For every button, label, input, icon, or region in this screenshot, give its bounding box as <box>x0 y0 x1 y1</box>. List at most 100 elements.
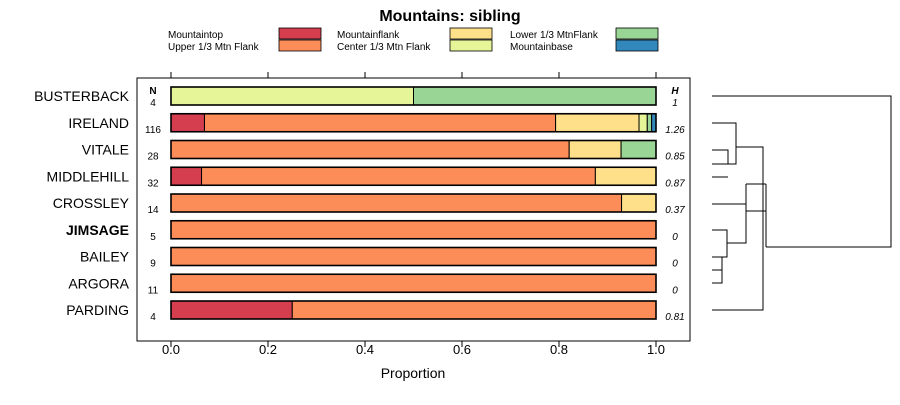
legend-swatch <box>449 39 493 52</box>
bar-segment <box>170 220 657 240</box>
bar-outline <box>170 193 657 213</box>
row-label: ARGORA <box>68 275 129 291</box>
bar-segment <box>201 166 596 186</box>
row-h-value: 0.85 <box>665 152 685 163</box>
dendrogram-branch <box>745 184 767 212</box>
dendrogram-branch <box>712 203 747 211</box>
dendrogram-branch <box>712 256 723 271</box>
row-label: IRELAND <box>68 115 129 131</box>
row-label: MIDDLEHILL <box>47 168 130 184</box>
row-n-value: 4 <box>150 312 156 323</box>
bar-segment <box>170 113 205 133</box>
x-axis-label: Proportion <box>381 365 446 381</box>
bar-row: VITALE 28 0.85 <box>82 139 685 163</box>
bar-segment <box>413 86 657 106</box>
bar-segment <box>170 300 293 320</box>
dendrogram-branch <box>712 122 737 165</box>
x-tick-label: 0.4 <box>356 342 374 357</box>
x-tick-label: 0.8 <box>550 342 568 357</box>
bar-outline <box>170 139 657 160</box>
dendrogram-branch <box>712 184 764 311</box>
row-n-value: 5 <box>150 232 156 243</box>
row-h-value: 0.87 <box>665 178 685 189</box>
row-h-value: 0 <box>672 259 678 270</box>
bar-outline <box>170 166 657 187</box>
bar-segment <box>170 247 657 266</box>
legend-swatch <box>615 39 659 52</box>
bar-outline <box>170 273 657 294</box>
row-label: VITALE <box>82 142 129 158</box>
bar-outline <box>170 86 657 106</box>
row-n-value: 4 <box>150 98 156 109</box>
bar-row: BAILEY 9 0 <box>80 246 678 270</box>
row-label: BAILEY <box>80 249 130 265</box>
row-h-value: 0.81 <box>665 312 684 323</box>
bar-row: MIDDLEHILL 32 0.87 <box>47 166 685 189</box>
row-n-value: 28 <box>147 152 159 163</box>
bar-segment <box>620 140 657 159</box>
dendrogram <box>712 95 892 311</box>
h-column-header: H <box>671 86 679 97</box>
row-label: CROSSLEY <box>53 195 130 211</box>
bar-outline <box>170 112 657 133</box>
bar-segment <box>594 166 657 186</box>
bar-segment <box>170 193 623 213</box>
row-label: PARDING <box>66 302 129 318</box>
legend-label: Mountainflank <box>337 30 400 41</box>
legend-label: Mountaintop <box>168 30 223 41</box>
row-h-value: 1 <box>672 98 678 109</box>
dendrogram-branch <box>712 229 728 258</box>
legend-swatch <box>278 39 322 52</box>
legend-label: Upper 1/3 Mtn Flank <box>168 42 260 53</box>
legend-swatch <box>278 27 322 40</box>
x-tick-label: 0.6 <box>453 342 471 357</box>
dendrogram-branch <box>727 211 747 244</box>
row-label: JIMSAGE <box>66 222 129 238</box>
row-h-value: 1.26 <box>665 125 685 136</box>
bar-segment <box>555 113 640 133</box>
legend-label: Center 1/3 Mtn Flank <box>337 42 431 53</box>
bar-segment <box>170 166 203 186</box>
bar-segment <box>170 140 570 159</box>
bar-outline <box>170 219 657 240</box>
bar-row: JIMSAGE 5 0 <box>66 219 678 243</box>
x-tick-label: 0.0 <box>162 342 180 357</box>
bar-segment <box>203 113 557 133</box>
x-tick-label: 0.2 <box>259 342 277 357</box>
bar-segment <box>170 86 414 106</box>
row-n-value: 32 <box>147 178 159 189</box>
bar-segment <box>621 193 657 213</box>
bar-segment <box>638 113 648 133</box>
bar-row: ARGORA 11 0 <box>68 273 678 296</box>
row-h-value: 0 <box>672 232 678 243</box>
dendrogram-branch <box>712 270 723 284</box>
bar-outline <box>170 246 657 267</box>
row-h-value: 0.37 <box>665 205 685 216</box>
bar-row: BUSTERBACK 4 1 <box>34 86 678 109</box>
row-label: BUSTERBACK <box>34 88 130 104</box>
dendrogram-branch <box>712 149 729 164</box>
bar-rows: BUSTERBACK 4 1 IRELAND 116 1.26 VITALE 28 0.85 MI… <box>34 86 685 323</box>
bar-segment <box>291 300 657 320</box>
bar-segment <box>568 140 622 159</box>
row-n-value: 116 <box>145 125 161 136</box>
bar-row: PARDING 4 0.81 <box>66 300 685 323</box>
n-column-header: N <box>149 86 156 97</box>
row-n-value: 9 <box>150 259 156 270</box>
legend-swatch <box>615 27 659 40</box>
x-tick-label: 1.0 <box>647 342 665 357</box>
legend-label: Lower 1/3 MtnFlank <box>510 30 599 41</box>
bar-segment <box>646 113 653 133</box>
row-n-value: 14 <box>147 205 159 216</box>
bar-outline <box>170 300 657 320</box>
legend-swatch <box>449 27 493 40</box>
plot-frame <box>136 77 691 342</box>
legend-label: Mountainbase <box>510 42 573 53</box>
dendrogram-branch <box>712 95 892 248</box>
dendrogram-branch <box>736 146 764 184</box>
x-axis: 0.0 0.2 0.4 0.6 0.8 1.0 <box>162 72 665 357</box>
bar-row: CROSSLEY 14 0.37 <box>53 193 685 216</box>
bar-row: IRELAND 116 1.26 <box>68 112 685 136</box>
